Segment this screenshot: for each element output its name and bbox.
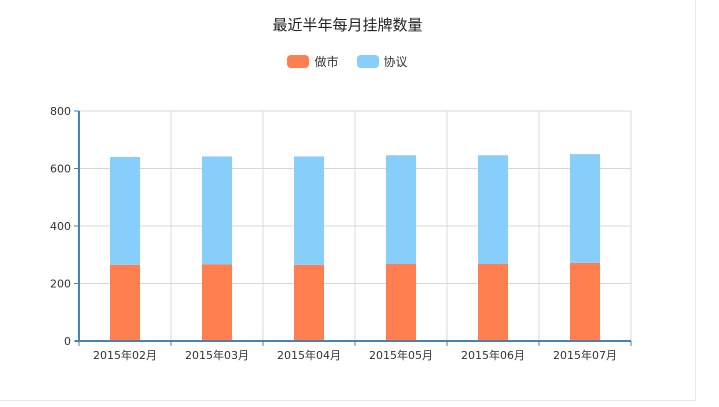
chart-plot: 0 200 400 600 800 2015年02月 2015年03月 2015年04月 201… xyxy=(50,105,632,362)
bar-market-making[interactable] xyxy=(386,263,416,341)
x-tick-label: 2015年04月 xyxy=(277,348,341,362)
y-tick-label: 800 xyxy=(50,105,71,118)
legend-item-market-making[interactable]: 做市 xyxy=(287,53,339,70)
x-tick-label: 2015年06月 xyxy=(461,348,525,362)
bar-market-making[interactable] xyxy=(110,264,140,341)
legend-swatch-agreement xyxy=(356,55,379,68)
chart-title: 最近半年每月挂牌数量 xyxy=(272,16,423,34)
bar-agreement[interactable] xyxy=(294,156,324,265)
y-tick-label: 400 xyxy=(50,220,71,233)
bar-agreement[interactable] xyxy=(110,157,140,265)
legend-label-agreement: 协议 xyxy=(383,55,408,69)
y-tick-label: 0 xyxy=(64,335,71,348)
bar-agreement[interactable] xyxy=(478,155,508,264)
bar-agreement[interactable] xyxy=(386,155,416,264)
chart-legend: 做市 协议 xyxy=(0,53,695,70)
bar-market-making[interactable] xyxy=(202,264,232,341)
bar-market-making[interactable] xyxy=(294,264,324,341)
y-tick-label: 600 xyxy=(50,163,71,176)
x-tick-label: 2015年05月 xyxy=(369,348,433,362)
y-tick-label: 200 xyxy=(50,278,71,291)
bar-agreement[interactable] xyxy=(570,154,600,263)
chart-panel: 最近半年每月挂牌数量 做市 协议 0 200 400 600 800 2015年02月 20… xyxy=(0,0,696,401)
bar-market-making[interactable] xyxy=(570,262,600,341)
x-tick-label: 2015年07月 xyxy=(553,348,617,362)
x-tick-label: 2015年02月 xyxy=(93,348,157,362)
bar-market-making[interactable] xyxy=(478,263,508,341)
bar-agreement[interactable] xyxy=(202,156,232,265)
x-tick-label: 2015年03月 xyxy=(185,348,249,362)
legend-item-agreement[interactable]: 协议 xyxy=(356,53,408,70)
legend-label-market-making: 做市 xyxy=(314,55,339,69)
legend-swatch-market-making xyxy=(287,55,310,68)
